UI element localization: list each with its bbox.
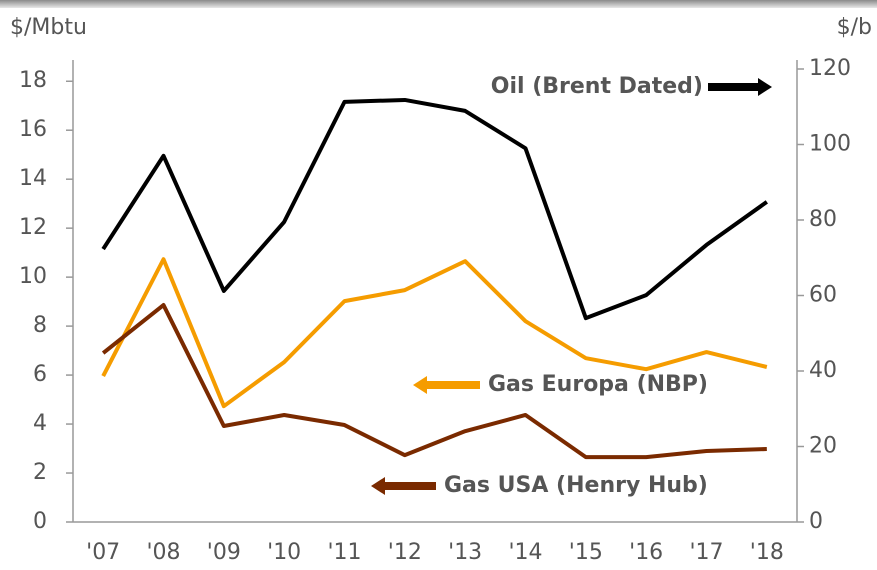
x-tick-label: '15 (569, 540, 603, 565)
x-tick-label: '09 (207, 540, 241, 565)
y-tick-label: 0 (33, 509, 47, 534)
y2-tick-label: 60 (809, 283, 837, 308)
x-tick-label: '10 (267, 540, 301, 565)
x-tick-label: '08 (146, 540, 180, 565)
y-tick-label: 10 (19, 264, 47, 289)
y2-tick-label: 80 (809, 207, 837, 232)
y-tick-label: 6 (33, 362, 47, 387)
x-tick-label: '13 (448, 540, 482, 565)
arrow-head (413, 376, 427, 394)
top-bar (0, 0, 877, 8)
x-tick-label: '18 (750, 540, 784, 565)
x-tick-label: '17 (689, 540, 723, 565)
y-tick-label: 12 (19, 215, 47, 240)
series-line (101, 303, 767, 460)
series-label: Gas Europa (NBP) (488, 372, 708, 397)
arrow-head (371, 477, 385, 495)
y2-tick-label: 100 (809, 132, 851, 157)
y-tick-label: 2 (33, 460, 47, 485)
x-tick-label: '12 (388, 540, 422, 565)
y2-tick-label: 120 (809, 56, 851, 81)
series-label: Gas USA (Henry Hub) (444, 473, 708, 498)
y-axis-label: $/Mbtu (10, 15, 87, 40)
y2-tick-label: 20 (809, 434, 837, 459)
x-tick-label: '07 (86, 540, 120, 565)
y-tick-label: 4 (33, 411, 47, 436)
y-tick-label: 14 (19, 166, 47, 191)
x-tick-label: '16 (629, 540, 663, 565)
series-line (101, 257, 768, 409)
arrow-head (758, 78, 772, 96)
y-tick-label: 16 (19, 117, 47, 142)
y-tick-label: 18 (19, 68, 47, 93)
series-label: Oil (Brent Dated) (491, 74, 703, 99)
x-tick-label: '14 (508, 540, 542, 565)
y2-tick-label: 40 (809, 358, 837, 383)
x-tick-label: '11 (327, 540, 361, 565)
y-tick-label: 8 (33, 313, 47, 338)
y2-tick-label: 0 (809, 509, 823, 534)
series-line (101, 97, 768, 321)
y2-axis-label: $/b (837, 15, 872, 40)
